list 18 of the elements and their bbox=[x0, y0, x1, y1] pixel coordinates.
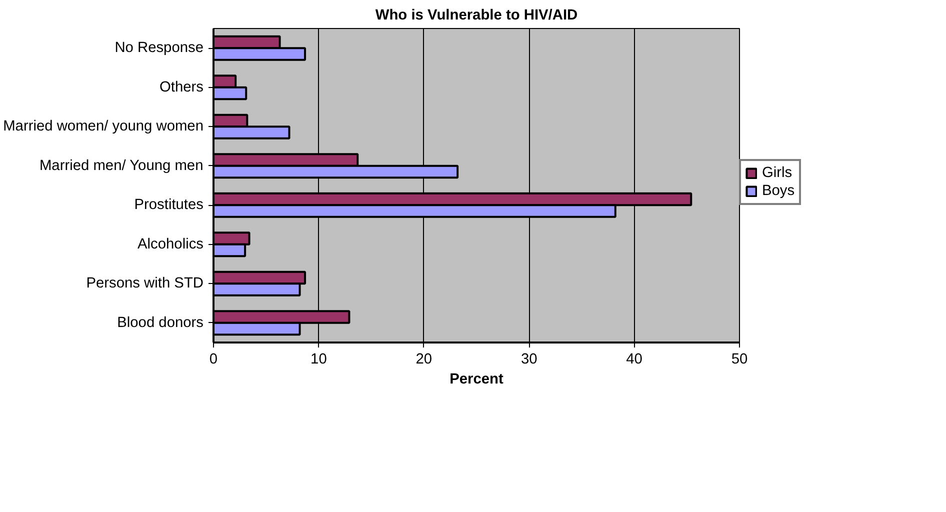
x-tick-label: 10 bbox=[310, 352, 327, 368]
y-tick-label: Married women/ young women bbox=[3, 118, 204, 135]
x-tick-label: 0 bbox=[209, 352, 218, 368]
y-tick-label: Persons with STD bbox=[86, 276, 204, 292]
x-tick-label: 20 bbox=[416, 352, 432, 368]
chart-title: Who is Vulnerable to HIV/AID bbox=[375, 8, 578, 24]
y-tick-label: No Response bbox=[114, 40, 204, 56]
x-tick-label: 30 bbox=[520, 352, 538, 368]
legend-label: Boys bbox=[762, 183, 795, 199]
y-tick-label: Married men/ Young men bbox=[39, 158, 204, 174]
legend-label: Girls bbox=[762, 165, 792, 181]
x-tick-label: 40 bbox=[626, 352, 642, 368]
y-tick-label: Others bbox=[160, 79, 204, 96]
x-axis-title: Percent bbox=[450, 372, 504, 388]
x-tick-label: 50 bbox=[731, 352, 748, 368]
y-tick-label: Alcoholics bbox=[138, 236, 204, 252]
y-tick-label: Prostitutes bbox=[134, 197, 204, 214]
y-tick-label: Blood donors bbox=[117, 314, 204, 331]
